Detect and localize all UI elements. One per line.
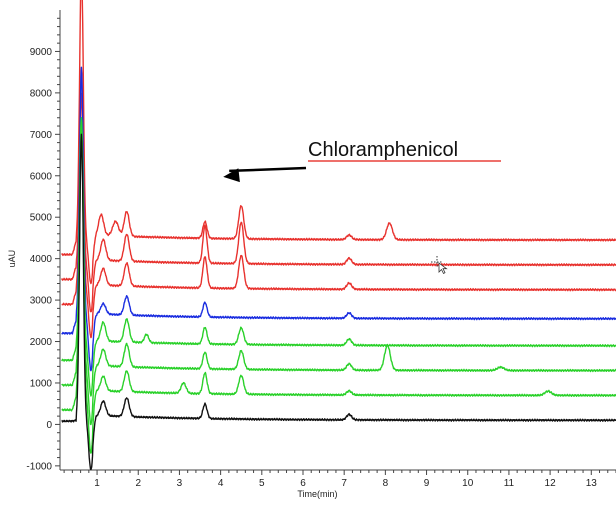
series-trace <box>61 133 616 471</box>
series-trace <box>61 66 616 372</box>
x-tick-label: 6 <box>300 478 306 489</box>
y-tick-label: 9000 <box>30 47 53 58</box>
annotation-label: Chloramphenicol <box>308 139 458 161</box>
y-axis-label: uAU <box>7 250 17 268</box>
x-tick-label: 5 <box>259 478 265 489</box>
x-axis-label: Time(min) <box>297 489 337 499</box>
series-trace <box>60 71 616 313</box>
y-tick-label: -1000 <box>26 461 52 472</box>
x-tick-label: 2 <box>135 478 141 489</box>
y-tick-label: 6000 <box>30 171 53 182</box>
x-tick-label: 7 <box>341 478 347 489</box>
series-trace <box>61 92 616 339</box>
x-tick-label: 13 <box>586 478 598 489</box>
y-tick-label: 8000 <box>30 88 53 99</box>
y-tick-label: 7000 <box>30 130 53 141</box>
y-tick-label: 5000 <box>30 213 53 224</box>
axes-group: -1000 0 1000 2000 3000 4000 5000 6000 7000 8000 90… <box>7 10 616 499</box>
x-tick-label: 9 <box>424 478 430 489</box>
y-tick-label: 4000 <box>30 254 53 265</box>
move-cursor-icon <box>431 256 448 275</box>
annotation-arrow-shaft <box>229 166 307 173</box>
y-tick-label: 2000 <box>30 337 53 348</box>
series-trace <box>61 120 616 426</box>
x-tick-label: 12 <box>545 478 557 489</box>
series-trace <box>61 0 616 285</box>
y-tick-label: 0 <box>46 420 52 431</box>
x-tick-label: 8 <box>383 478 389 489</box>
annotation-arrow-head <box>223 168 240 183</box>
y-tick-label: 3000 <box>30 296 53 307</box>
y-tick-label: 1000 <box>30 378 53 389</box>
annotation-group: Chloramphenicol <box>223 139 501 275</box>
x-tick-label: 1 <box>94 478 100 489</box>
series-trace <box>61 117 616 397</box>
x-tick-label: 4 <box>218 478 224 489</box>
x-tick-label: 10 <box>462 478 474 489</box>
traces-group <box>60 0 616 471</box>
x-tick-label: 3 <box>177 478 183 489</box>
series-trace <box>61 126 616 454</box>
x-tick-label: 11 <box>504 478 515 489</box>
